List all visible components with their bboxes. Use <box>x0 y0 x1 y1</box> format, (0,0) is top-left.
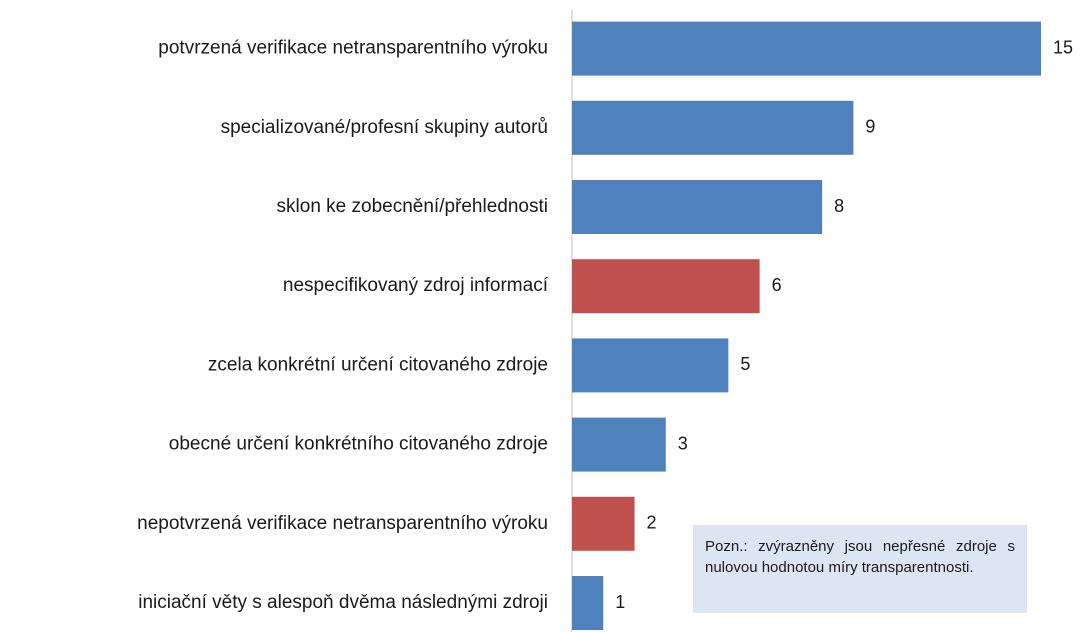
value-label: 15 <box>1053 37 1073 57</box>
value-label: 8 <box>834 196 844 216</box>
value-label: 5 <box>740 354 750 374</box>
value-label: 3 <box>678 433 688 453</box>
bar <box>572 338 729 393</box>
bar <box>572 576 604 630</box>
bar <box>572 496 635 551</box>
value-label: 2 <box>647 513 657 533</box>
bar <box>572 259 760 314</box>
bar <box>572 417 666 472</box>
annotation: Pozn.: zvýrazněny jsou nepřesné zdroje s… <box>693 525 1027 613</box>
category-label: obecné určení konkrétního citovaného zdr… <box>169 434 548 455</box>
category-label: specializované/profesní skupiny autorů <box>221 117 548 138</box>
value-label: 6 <box>772 275 782 295</box>
category-label: zcela konkrétní určení citovaného zdroje <box>208 354 548 375</box>
category-label: nespecifikovaný zdroj informací <box>283 275 549 296</box>
bar <box>572 21 1041 76</box>
category-label: nepotvrzená verifikace netransparentního… <box>137 513 548 534</box>
bar <box>572 100 854 155</box>
category-label: sklon ke zobecnění/přehlednosti <box>277 196 548 217</box>
bar <box>572 180 823 234</box>
value-label: 1 <box>615 592 625 612</box>
category-label: iniciační věty s alespoň dvěma následným… <box>138 592 548 613</box>
category-label: potvrzená verifikace netransparentního v… <box>158 38 548 59</box>
value-label: 9 <box>865 117 875 137</box>
